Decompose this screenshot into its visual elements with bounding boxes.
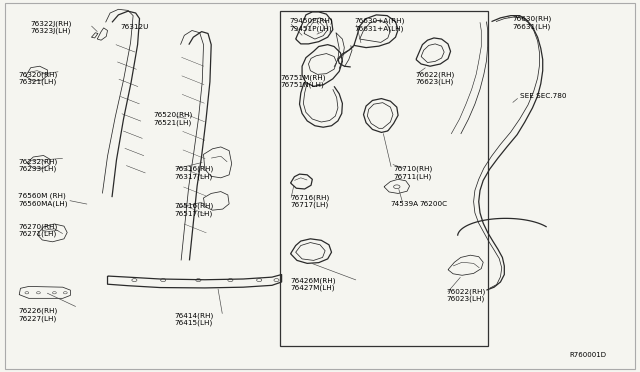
Text: 76716(RH)
76717(LH): 76716(RH) 76717(LH) (291, 194, 330, 208)
Text: 76516(RH)
76517(LH): 76516(RH) 76517(LH) (174, 203, 213, 217)
Text: 76622(RH)
76623(LH): 76622(RH) 76623(LH) (415, 71, 454, 86)
Text: 76630+A(RH)
76631+A(LH): 76630+A(RH) 76631+A(LH) (354, 18, 404, 32)
Text: 76710(RH)
76711(LH): 76710(RH) 76711(LH) (394, 166, 433, 180)
Text: 76560M (RH)
76560MA(LH): 76560M (RH) 76560MA(LH) (18, 193, 67, 207)
Text: 76322J(RH)
76323J(LH): 76322J(RH) 76323J(LH) (31, 20, 72, 35)
Text: 79450P(RH)
79451P(LH): 79450P(RH) 79451P(LH) (289, 18, 333, 32)
Text: SEE SEC.780: SEE SEC.780 (520, 93, 566, 99)
Text: 76520(RH)
76521(LH): 76520(RH) 76521(LH) (154, 112, 193, 126)
Text: 76022(RH)
76023(LH): 76022(RH) 76023(LH) (446, 288, 485, 302)
Text: 76751M(RH)
76751N(LH): 76751M(RH) 76751N(LH) (280, 74, 326, 89)
Text: 76426M(RH)
76427M(LH): 76426M(RH) 76427M(LH) (291, 277, 336, 291)
Text: R760001D: R760001D (570, 352, 607, 357)
Text: 76232(RH)
76233(LH): 76232(RH) 76233(LH) (18, 158, 57, 172)
Text: 76312U: 76312U (120, 24, 148, 30)
Text: 76414(RH)
76415(LH): 76414(RH) 76415(LH) (174, 312, 213, 327)
Bar (280, 11, 488, 346)
Text: 74539A: 74539A (390, 201, 419, 207)
Text: 76630(RH)
76631(LH): 76630(RH) 76631(LH) (512, 16, 551, 30)
Text: 76316(RH)
76317(LH): 76316(RH) 76317(LH) (174, 166, 213, 180)
Text: 76320(RH)
76321(LH): 76320(RH) 76321(LH) (18, 71, 57, 86)
Text: 76200C: 76200C (419, 201, 447, 207)
Text: 76226(RH)
76227(LH): 76226(RH) 76227(LH) (18, 308, 57, 322)
Text: 76270(RH)
76271(LH): 76270(RH) 76271(LH) (18, 223, 57, 237)
